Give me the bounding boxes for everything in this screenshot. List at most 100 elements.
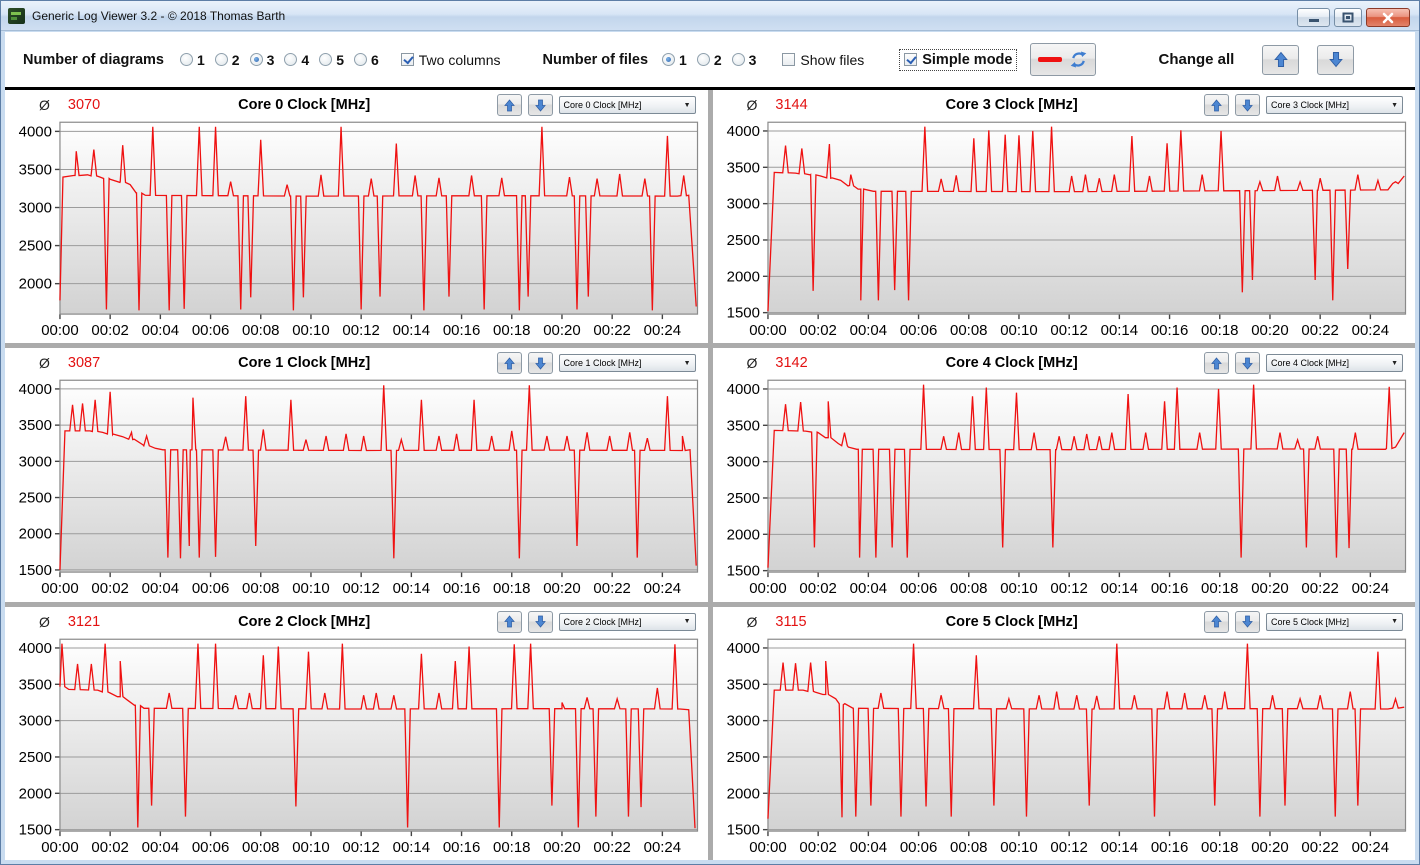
chart-title: Core 0 Clock [MHz] bbox=[238, 97, 371, 113]
line-sample-icon bbox=[1038, 57, 1063, 62]
move-chart-up-button[interactable] bbox=[1204, 94, 1229, 116]
radio-icon bbox=[353, 53, 367, 66]
chart-panel: Ø 3115 Core 5 Clock [MHz] Core 5 Clock [… bbox=[712, 606, 1415, 860]
svg-text:00:20: 00:20 bbox=[1251, 580, 1288, 597]
reset-refresh-button[interactable] bbox=[1030, 43, 1097, 76]
show-files-checkbox[interactable]: Show files bbox=[782, 52, 864, 68]
change-all-down-button[interactable] bbox=[1317, 44, 1355, 75]
svg-text:00:16: 00:16 bbox=[1150, 322, 1187, 339]
svg-text:00:14: 00:14 bbox=[1100, 839, 1137, 856]
svg-text:00:04: 00:04 bbox=[849, 322, 886, 339]
svg-text:00:20: 00:20 bbox=[543, 580, 580, 597]
svg-text:2500: 2500 bbox=[19, 749, 52, 766]
minimize-button[interactable] bbox=[1297, 8, 1330, 27]
signal-select-dropdown[interactable]: Core 5 Clock [MHz] ▼ bbox=[1266, 612, 1403, 631]
svg-text:4000: 4000 bbox=[726, 640, 759, 657]
average-symbol: Ø bbox=[39, 613, 50, 630]
diagram-count-radio-2[interactable]: 2 bbox=[214, 52, 240, 68]
svg-text:2000: 2000 bbox=[726, 268, 759, 285]
svg-text:00:06: 00:06 bbox=[899, 839, 936, 856]
chevron-down-icon: ▼ bbox=[1391, 618, 1398, 626]
file-count-radio-3[interactable]: 3 bbox=[731, 52, 756, 68]
svg-text:2500: 2500 bbox=[726, 490, 759, 507]
svg-text:4000: 4000 bbox=[726, 123, 759, 140]
chart-plot: 1500 2000 2500 3000 3500 4000 00:00 00:02 00:04 0… bbox=[726, 121, 1406, 339]
svg-text:00:16: 00:16 bbox=[443, 580, 480, 597]
svg-text:00:06: 00:06 bbox=[899, 322, 936, 339]
average-value: 3115 bbox=[775, 613, 807, 630]
svg-text:00:16: 00:16 bbox=[1150, 580, 1187, 597]
move-chart-down-button[interactable] bbox=[527, 352, 553, 375]
chart-plot: 1500 2000 2500 3000 3500 4000 00:00 00:02 00:04 0… bbox=[19, 379, 699, 597]
signal-select-dropdown[interactable]: Core 0 Clock [MHz] ▼ bbox=[558, 96, 696, 114]
charts-grid: Ø 3070 Core 0 Clock [MHz] Core 0 Clock [… bbox=[5, 90, 1415, 860]
two-columns-checkbox[interactable]: Two columns bbox=[400, 52, 500, 68]
move-chart-down-button[interactable] bbox=[527, 94, 553, 116]
move-chart-up-button[interactable] bbox=[1204, 610, 1229, 633]
svg-text:00:14: 00:14 bbox=[1100, 322, 1137, 339]
move-chart-up-button[interactable] bbox=[496, 352, 522, 375]
radio-icon bbox=[249, 53, 263, 66]
average-symbol: Ø bbox=[746, 97, 758, 113]
titlebar[interactable]: Generic Log Viewer 3.2 - © 2018 Thomas B… bbox=[1, 1, 1419, 31]
chart-panel: Ø 3144 Core 3 Clock [MHz] Core 3 Clock [… bbox=[712, 90, 1415, 344]
checkbox-icon bbox=[782, 53, 796, 66]
checkbox-icon bbox=[400, 53, 414, 66]
diagram-count-radio-6[interactable]: 6 bbox=[353, 52, 379, 68]
move-chart-up-button[interactable] bbox=[1204, 352, 1229, 375]
signal-select-value: Core 3 Clock [MHz] bbox=[1271, 100, 1350, 110]
svg-text:4000: 4000 bbox=[726, 381, 759, 398]
signal-select-dropdown[interactable]: Core 1 Clock [MHz] ▼ bbox=[558, 354, 696, 373]
signal-select-dropdown[interactable]: Core 2 Clock [MHz] ▼ bbox=[558, 612, 696, 631]
move-chart-down-button[interactable] bbox=[1235, 94, 1260, 116]
arrow-up-icon bbox=[503, 98, 515, 111]
signal-select-dropdown[interactable]: Core 3 Clock [MHz] ▼ bbox=[1266, 96, 1403, 114]
svg-text:00:24: 00:24 bbox=[1351, 580, 1388, 597]
average-value: 3144 bbox=[775, 97, 808, 113]
diagram-count-radio-1[interactable]: 1 bbox=[180, 52, 205, 68]
file-count-radio-1[interactable]: 1 bbox=[662, 52, 687, 68]
svg-text:4000: 4000 bbox=[19, 381, 52, 398]
change-all-label: Change all bbox=[1158, 51, 1235, 68]
svg-text:2500: 2500 bbox=[726, 232, 759, 249]
chart-plot: 2000 2500 3000 3500 4000 00:00 00:02 00:04 00:06… bbox=[19, 121, 699, 339]
move-chart-down-button[interactable] bbox=[1235, 352, 1260, 375]
svg-text:00:20: 00:20 bbox=[543, 839, 580, 856]
svg-text:00:16: 00:16 bbox=[1150, 839, 1187, 856]
svg-text:00:18: 00:18 bbox=[493, 322, 530, 339]
svg-text:3000: 3000 bbox=[726, 712, 759, 729]
diagram-count-radio-4[interactable]: 4 bbox=[284, 52, 309, 68]
arrow-up-icon bbox=[503, 357, 515, 370]
svg-text:00:18: 00:18 bbox=[1201, 580, 1238, 597]
radio-icon bbox=[214, 53, 228, 66]
close-button[interactable] bbox=[1366, 8, 1410, 27]
move-chart-down-button[interactable] bbox=[1235, 610, 1260, 633]
change-all-up-button[interactable] bbox=[1262, 44, 1300, 75]
radio-icon bbox=[662, 53, 676, 66]
svg-text:00:08: 00:08 bbox=[242, 580, 279, 597]
signal-select-dropdown[interactable]: Core 4 Clock [MHz] ▼ bbox=[1266, 354, 1403, 373]
maximize-button[interactable] bbox=[1334, 8, 1362, 27]
diagram-count-radio-3[interactable]: 3 bbox=[249, 52, 274, 68]
svg-text:00:22: 00:22 bbox=[1301, 322, 1338, 339]
chart-panel: Ø 3142 Core 4 Clock [MHz] Core 4 Clock [… bbox=[712, 348, 1415, 602]
chart-plot: 1500 2000 2500 3000 3500 4000 00:00 00:02 00:04 0… bbox=[726, 379, 1406, 597]
move-chart-up-button[interactable] bbox=[496, 610, 522, 633]
app-icon bbox=[8, 7, 25, 24]
svg-text:1500: 1500 bbox=[19, 562, 52, 579]
diagram-count-radio-5[interactable]: 5 bbox=[319, 52, 344, 68]
file-count-radio-2[interactable]: 2 bbox=[696, 52, 722, 68]
chevron-down-icon: ▼ bbox=[683, 618, 691, 626]
toolbar: Number of diagrams 1 2 3 4 5 6 Two colum… bbox=[5, 32, 1415, 87]
svg-text:00:14: 00:14 bbox=[1100, 580, 1137, 597]
svg-text:00:24: 00:24 bbox=[644, 839, 681, 856]
move-chart-down-button[interactable] bbox=[527, 610, 553, 633]
move-chart-up-button[interactable] bbox=[496, 94, 522, 116]
svg-text:00:12: 00:12 bbox=[1050, 839, 1087, 856]
svg-text:00:10: 00:10 bbox=[292, 580, 329, 597]
simple-mode-checkbox[interactable]: Simple mode bbox=[899, 48, 1018, 71]
radio-icon bbox=[284, 53, 298, 66]
arrow-down-icon bbox=[1242, 99, 1253, 112]
svg-text:00:02: 00:02 bbox=[799, 580, 836, 597]
svg-text:00:00: 00:00 bbox=[41, 839, 78, 856]
